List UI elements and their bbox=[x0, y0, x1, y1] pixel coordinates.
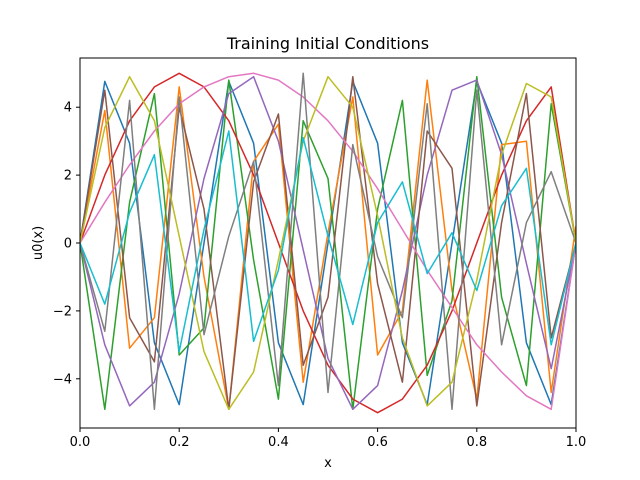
x-tick-label: 1.0 bbox=[566, 435, 587, 450]
y-tick-label: 4 bbox=[64, 101, 72, 116]
x-axis-label: x bbox=[324, 456, 332, 471]
y-tick-label: −4 bbox=[53, 372, 72, 387]
series-line-5 bbox=[80, 75, 576, 411]
series-layer bbox=[80, 72, 576, 414]
x-tick-label: 0.0 bbox=[70, 435, 91, 450]
x-axis-ticks: 0.0 0.2 0.4 0.6 0.8 1.0 bbox=[70, 428, 587, 450]
y-axis-ticks: −4 −2 0 2 4 bbox=[53, 101, 80, 387]
y-axis-label: u0(x) bbox=[31, 226, 46, 260]
x-tick-label: 0.2 bbox=[169, 435, 190, 450]
y-tick-label: −2 bbox=[53, 304, 72, 319]
x-tick-label: 0.4 bbox=[268, 435, 289, 450]
series-line-6 bbox=[80, 72, 576, 411]
series-line-4 bbox=[80, 75, 576, 411]
x-tick-label: 0.6 bbox=[367, 435, 388, 450]
series-line-2 bbox=[80, 75, 576, 411]
series-line-8 bbox=[80, 75, 576, 411]
series-line-9 bbox=[80, 130, 576, 353]
x-tick-label: 0.8 bbox=[466, 435, 487, 450]
series-line-7 bbox=[80, 72, 576, 411]
y-tick-label: 0 bbox=[64, 237, 72, 252]
chart-title: Training Initial Conditions bbox=[226, 34, 429, 53]
series-line-0 bbox=[80, 80, 576, 406]
y-tick-label: 2 bbox=[64, 169, 72, 184]
